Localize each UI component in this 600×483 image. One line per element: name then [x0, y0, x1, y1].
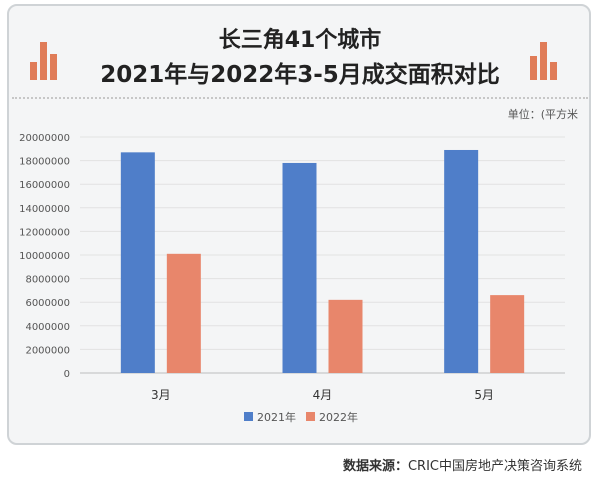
bar-2022年-3月	[166, 253, 201, 373]
legend-label: 2022年	[319, 410, 358, 424]
chart-title-line2: 2021年与2022年3-5月成交面积对比	[100, 62, 500, 88]
bar-2022年-5月	[490, 295, 525, 373]
bar-chart-icon-right	[530, 42, 557, 80]
bar-2021年-4月	[282, 162, 317, 373]
y-tick-label: 0	[64, 369, 70, 380]
y-tick-label: 6000000	[25, 298, 70, 309]
y-tick-label: 16000000	[19, 180, 70, 191]
unit-label: 单位：(平方米	[507, 108, 578, 121]
bar-2022年-4月	[328, 299, 363, 373]
bar-chart: 0 2000000 4000000 6000000 8000000 10000000 120…	[19, 133, 565, 424]
x-tick-label: 5月	[474, 388, 494, 402]
legend-swatch	[306, 412, 315, 421]
source-label: 数据来源：	[342, 459, 408, 474]
legend-label: 2021年	[257, 410, 296, 424]
legend-swatch	[244, 412, 253, 421]
y-tick-label: 14000000	[19, 204, 70, 215]
y-tick-label: 2000000	[25, 345, 70, 356]
y-tick-label: 20000000	[19, 133, 70, 144]
y-tick-label: 10000000	[19, 251, 70, 262]
title-divider	[12, 97, 588, 99]
chart-title-line1: 长三角41个城市	[218, 28, 382, 53]
source-text: CRIC中国房地产决策咨询系统	[407, 459, 582, 474]
y-tick-label: 4000000	[25, 322, 70, 333]
data-source: 数据来源：CRIC中国房地产决策咨询系统	[343, 455, 582, 474]
y-tick-label: 8000000	[25, 275, 70, 286]
y-tick-label: 18000000	[19, 157, 70, 168]
bar-2021年-5月	[444, 149, 479, 373]
x-tick-label: 3月	[151, 388, 171, 402]
bar-2021年-3月	[120, 152, 155, 373]
bar-chart-icon-left	[30, 42, 57, 80]
y-tick-label: 12000000	[19, 227, 70, 238]
x-tick-label: 4月	[313, 388, 333, 402]
